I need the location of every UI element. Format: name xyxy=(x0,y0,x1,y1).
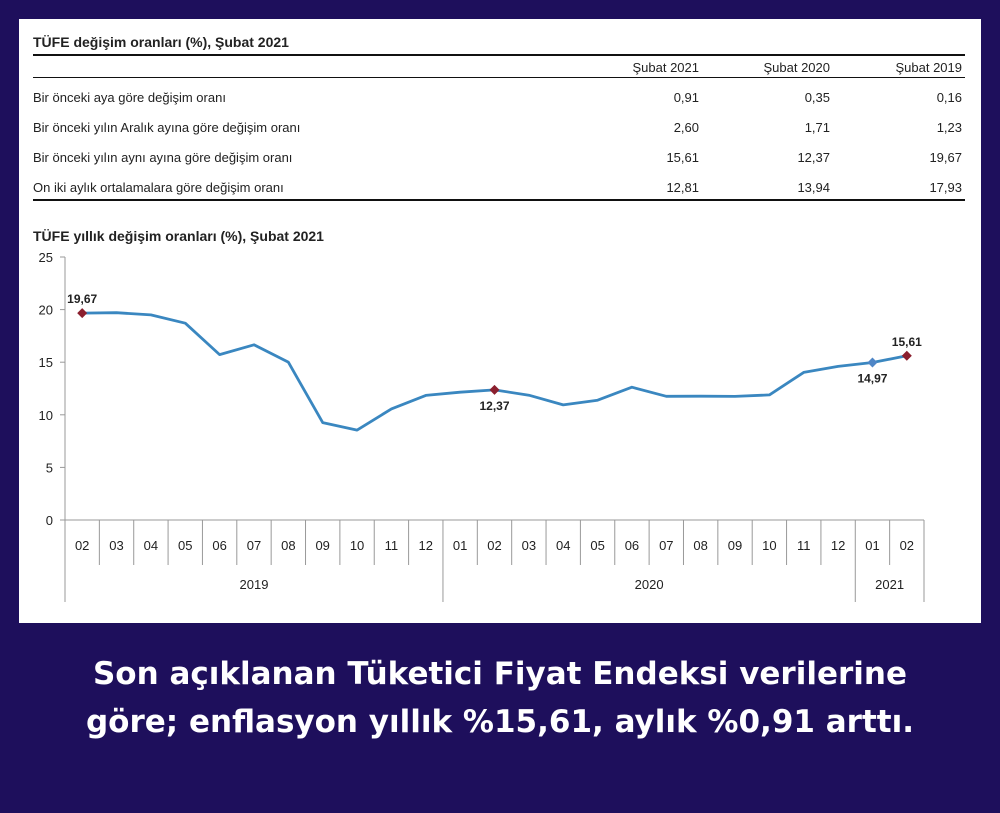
table-row-label: On iki aylık ortalamalara göre değişim o… xyxy=(33,180,284,195)
x-tick-label: 07 xyxy=(659,538,673,553)
table-row-label: Bir önceki yılın aynı ayına göre değişim… xyxy=(33,150,293,165)
y-tick-label: 15 xyxy=(39,355,53,370)
x-tick-label: 05 xyxy=(178,538,192,553)
data-point-marker xyxy=(489,384,500,395)
data-label: 19,67 xyxy=(67,292,97,306)
x-tick-label: 05 xyxy=(590,538,604,553)
table-title: TÜFE değişim oranları (%), Şubat 2021 xyxy=(33,34,289,50)
column-header-2020: Şubat 2020 xyxy=(763,60,830,75)
data-point-marker xyxy=(867,357,878,368)
x-tick-label: 01 xyxy=(865,538,879,553)
column-header-2019: Şubat 2019 xyxy=(895,60,962,75)
inflation-panel: TÜFE değişim oranları (%), Şubat 2021 Şu… xyxy=(19,19,981,623)
x-tick-label: 09 xyxy=(728,538,742,553)
data-label: 12,37 xyxy=(479,399,509,413)
y-tick-label: 0 xyxy=(46,513,53,528)
caption-line-1: Son açıklanan Tüketici Fiyat Endeksi ver… xyxy=(92,656,908,692)
table-cell: 1,23 xyxy=(936,120,962,135)
x-tick-label: 11 xyxy=(797,538,811,553)
table-bottom-rule xyxy=(33,199,965,201)
column-header-2021: Şubat 2021 xyxy=(632,60,699,75)
x-tick-label: 01 xyxy=(453,538,467,553)
table-cell: 0,16 xyxy=(936,90,962,105)
x-tick-label: 04 xyxy=(556,538,570,553)
x-tick-label: 04 xyxy=(144,538,158,553)
x-tick-label: 12 xyxy=(831,538,845,553)
x-tick-label: 07 xyxy=(247,538,261,553)
x-tick-label: 03 xyxy=(522,538,536,553)
table-row-label: Bir önceki yılın Aralık ayına göre değiş… xyxy=(33,120,301,135)
table-cell: 12,81 xyxy=(666,180,699,195)
x-year-label: 2020 xyxy=(635,577,664,592)
table-cell: 0,35 xyxy=(804,90,830,105)
x-tick-label: 08 xyxy=(693,538,707,553)
table-cell: 12,37 xyxy=(797,150,830,165)
table-cell: 0,91 xyxy=(673,90,699,105)
table-header-rule xyxy=(33,77,965,78)
x-year-label: 2021 xyxy=(875,577,904,592)
data-point-marker xyxy=(901,350,912,361)
y-tick-label: 5 xyxy=(46,460,53,475)
table-cell: 1,71 xyxy=(804,120,830,135)
y-tick-label: 10 xyxy=(39,408,53,423)
x-tick-label: 09 xyxy=(315,538,329,553)
x-tick-label: 10 xyxy=(350,538,364,553)
caption: Son açıklanan Tüketici Fiyat Endeksi ver… xyxy=(0,650,1000,746)
y-tick-label: 25 xyxy=(39,250,53,265)
table-top-rule xyxy=(33,54,965,56)
x-tick-label: 10 xyxy=(762,538,776,553)
table-cell: 19,67 xyxy=(929,150,962,165)
table-row-label: Bir önceki aya göre değişim oranı xyxy=(33,90,226,105)
table-cell: 15,61 xyxy=(666,150,699,165)
x-tick-label: 06 xyxy=(625,538,639,553)
table-cell: 2,60 xyxy=(673,120,699,135)
data-label: 14,97 xyxy=(857,372,887,386)
x-year-label: 2019 xyxy=(240,577,269,592)
x-tick-label: 02 xyxy=(900,538,914,553)
caption-line-2: göre; enflasyon yıllık %15,61, aylık %0,… xyxy=(85,704,915,740)
x-tick-label: 08 xyxy=(281,538,295,553)
data-label: 15,61 xyxy=(892,335,922,349)
x-tick-label: 02 xyxy=(487,538,501,553)
chart-title: TÜFE yıllık değişim oranları (%), Şubat … xyxy=(33,228,324,244)
data-point-marker xyxy=(77,308,88,319)
x-tick-label: 12 xyxy=(419,538,433,553)
x-tick-label: 03 xyxy=(109,538,123,553)
table-cell: 17,93 xyxy=(929,180,962,195)
x-tick-label: 02 xyxy=(75,538,89,553)
x-tick-label: 06 xyxy=(212,538,226,553)
table-cell: 13,94 xyxy=(797,180,830,195)
y-tick-label: 20 xyxy=(39,303,53,318)
x-tick-label: 11 xyxy=(385,538,399,553)
